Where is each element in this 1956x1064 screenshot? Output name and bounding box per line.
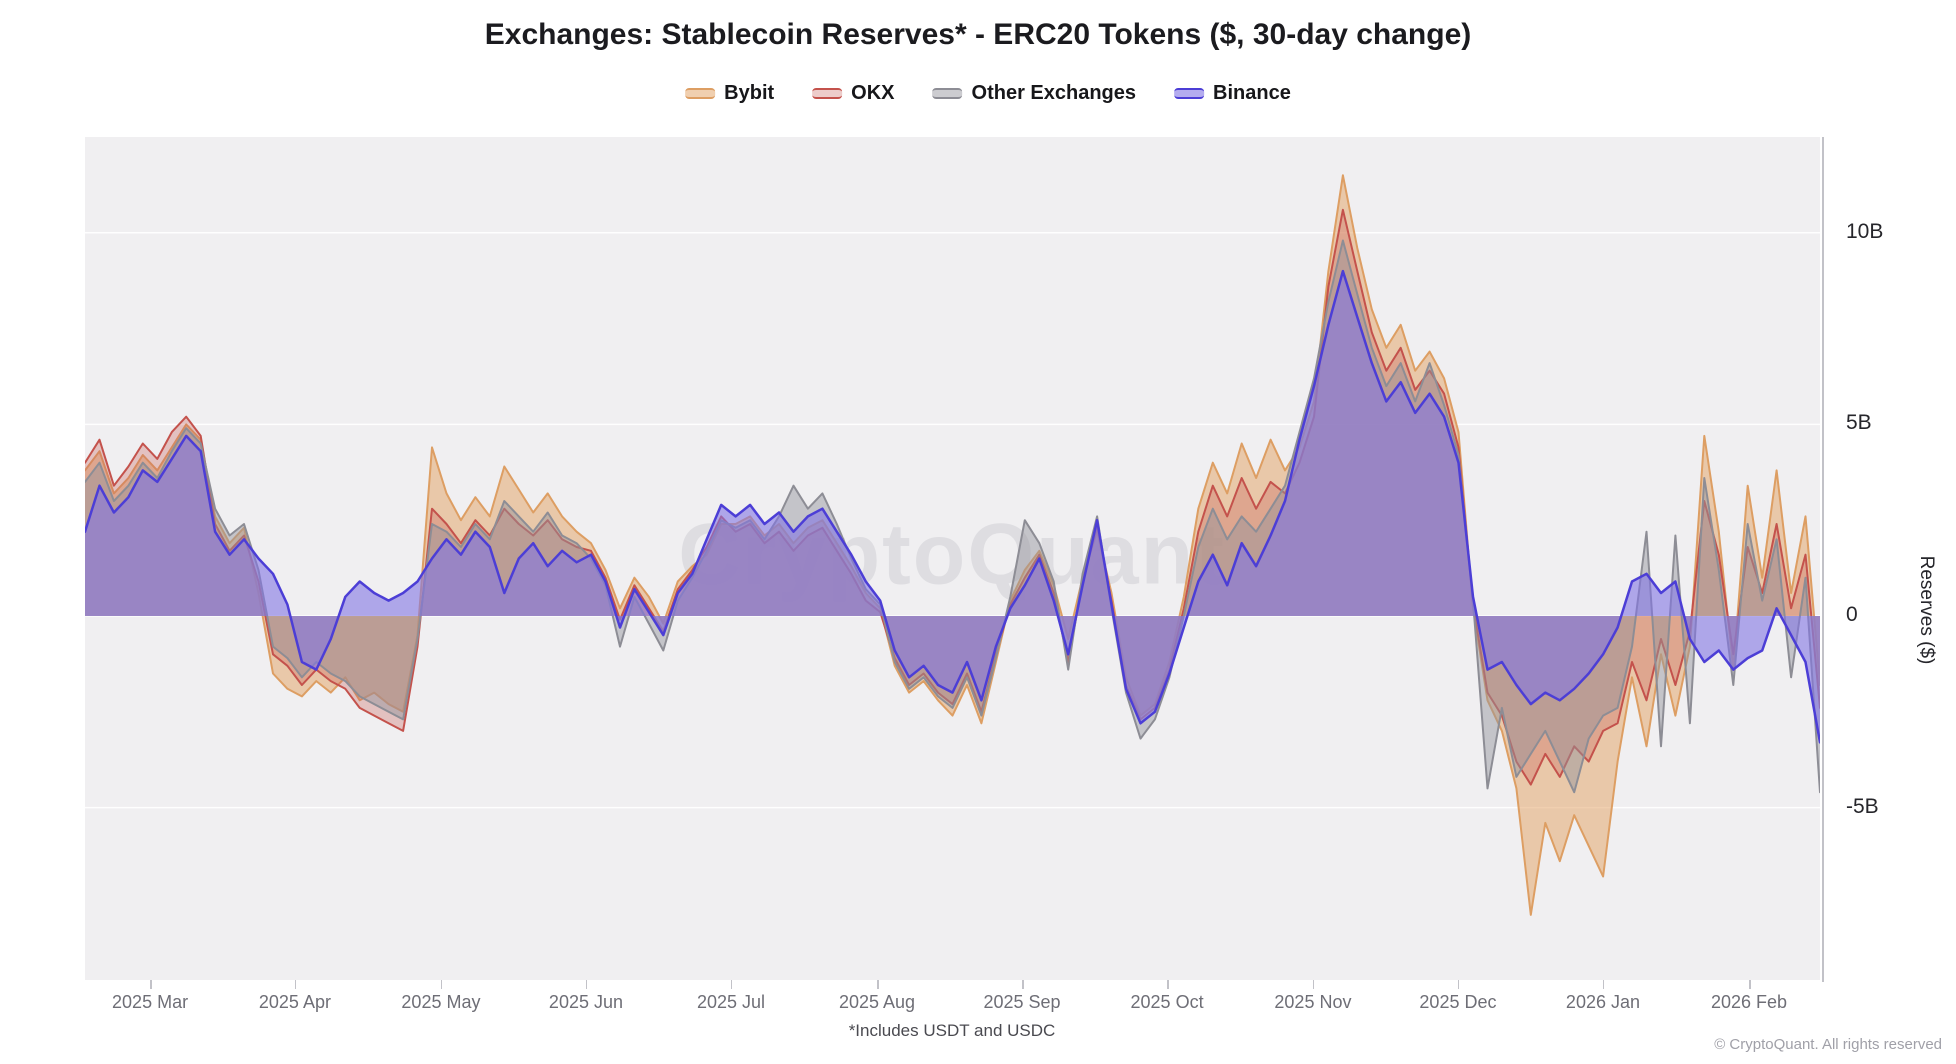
x-tick-label-2025-mar: 2025 Mar xyxy=(112,992,189,1012)
x-tick-mark xyxy=(1312,980,1315,989)
series-line-okx xyxy=(85,208,1820,786)
legend-item-okx[interactable]: OKX xyxy=(812,82,895,105)
y-tick-label-5B: 5B xyxy=(1846,411,1872,435)
copyright-notice: © CryptoQuant. All rights reserved xyxy=(1714,1036,1942,1053)
legend-label: Binance xyxy=(1213,82,1291,104)
x-tick-label-2025-may: 2025 May xyxy=(401,992,481,1012)
legend-item-other-exchanges[interactable]: Other Exchanges xyxy=(932,82,1137,105)
x-tick-mark xyxy=(585,980,588,989)
y-axis-title: Reserves ($) xyxy=(1916,555,1937,665)
x-tick-label-2025-nov: 2025 Nov xyxy=(1274,992,1352,1012)
x-tick-mark xyxy=(294,980,297,989)
x-tick-label-2026-feb: 2026 Feb xyxy=(1710,992,1788,1012)
x-tick-label-2025-dec: 2025 Dec xyxy=(1419,992,1497,1012)
area-chart[interactable] xyxy=(85,137,1820,980)
x-tick-mark xyxy=(1749,980,1751,989)
legend-swatch-icon xyxy=(932,88,963,99)
series-area-binance xyxy=(85,271,1820,743)
legend-item-bybit[interactable]: Bybit xyxy=(685,82,774,105)
chart-title: Exchanges: Stablecoin Reserves* - ERC20 … xyxy=(484,18,1472,51)
x-tick-mark xyxy=(440,980,443,989)
x-tick-label-2025-oct: 2025 Oct xyxy=(1130,992,1204,1012)
legend-label: Other Exchanges xyxy=(971,82,1137,104)
x-tick-label-2026-jan: 2026 Jan xyxy=(1565,992,1641,1012)
series-line-other-exchanges xyxy=(85,239,1820,794)
x-tick-mark xyxy=(150,980,152,989)
chart-footnote: *Includes USDT and USDC xyxy=(848,1021,1056,1040)
x-tick-mark xyxy=(877,980,879,989)
series-line-binance xyxy=(85,269,1820,744)
legend-swatch-icon xyxy=(812,88,843,99)
legend-swatch-icon xyxy=(685,88,716,99)
series-line-bybit xyxy=(85,174,1820,916)
y-axis-line xyxy=(1822,137,1824,982)
x-tick-mark xyxy=(1022,980,1024,989)
legend-item-binance[interactable]: Binance xyxy=(1174,82,1291,105)
x-tick-label-2025-sep: 2025 Sep xyxy=(983,992,1061,1012)
legend-swatch-icon xyxy=(1174,88,1205,99)
y-tick-label-10B: 10B xyxy=(1846,219,1884,243)
x-tick-mark xyxy=(1602,980,1605,989)
x-tick-mark xyxy=(730,980,733,989)
x-tick-label-2025-jul: 2025 Jul xyxy=(696,992,766,1012)
x-tick-mark xyxy=(1167,980,1169,989)
legend-label: Bybit xyxy=(724,82,775,104)
legend-label: OKX xyxy=(851,82,895,104)
x-tick-label-2025-apr: 2025 Apr xyxy=(258,992,331,1012)
y-tick-label-0: 0 xyxy=(1846,602,1858,626)
x-tick-label-2025-jun: 2025 Jun xyxy=(548,992,624,1012)
y-tick-label--5B: -5B xyxy=(1846,794,1879,818)
series-area-bybit xyxy=(85,175,1820,915)
legend: Bybit OKX Other Exchanges Binance xyxy=(685,82,1291,105)
x-tick-mark xyxy=(1457,980,1460,989)
x-tick-label-2025-aug: 2025 Aug xyxy=(838,992,916,1012)
